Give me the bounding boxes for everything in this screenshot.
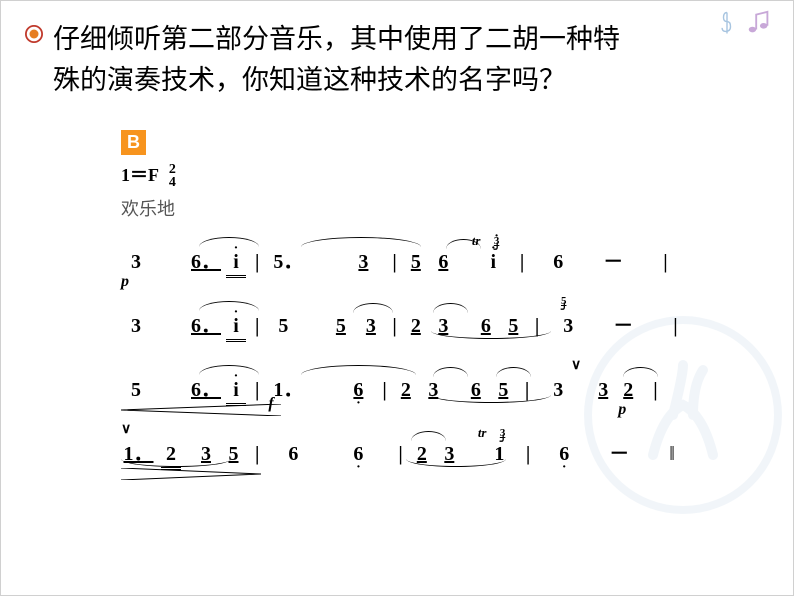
tempo-marking: 欢乐地: [121, 195, 703, 221]
staff-line-2: 3 6．·i | 5 5 3 | 2 3 6 5 |5╯ 3 － |: [121, 309, 703, 349]
question-text: 仔细倾听第二部分音乐，其中使用了二胡一种特 殊的演奏技术，你知道这种技术的名字吗…: [31, 19, 763, 100]
bullet-icon: [25, 25, 43, 43]
key-text: 1＝F: [121, 165, 158, 185]
music-notes-icon: [745, 9, 773, 37]
music-decorations: [713, 9, 773, 37]
staff-line-3: 5 6．·i | 1．f 6· | 2 3 6 5 | ∨ 3 3 2p |: [121, 373, 703, 413]
music-score: B 1＝F 2 4 欢乐地 3p 6．·i | 5． 3 | 5 6 ·tr·3…: [1, 100, 793, 477]
treble-clef-icon: [713, 9, 741, 37]
staff-line-1: 3p 6．·i | 5． 3 | 5 6 ·tr·3╯i | 6 － |: [121, 245, 703, 285]
question-line2: 殊的演奏技术，你知道这种技术的名字吗？: [53, 65, 566, 95]
question-line1: 仔细倾听第二部分音乐，其中使用了二胡一种特: [53, 24, 620, 54]
section-label: B: [121, 130, 146, 155]
key-signature: 1＝F 2 4: [121, 161, 703, 189]
header: 仔细倾听第二部分音乐，其中使用了二胡一种特 殊的演奏技术，你知道这种技术的名字吗…: [1, 1, 793, 100]
time-signature: 2 4: [169, 164, 176, 189]
staff-line-4: ∨ 1． 2 3 5 | 6 6· | 2 3 tr3╯1 | 6· － ‖: [121, 437, 703, 477]
